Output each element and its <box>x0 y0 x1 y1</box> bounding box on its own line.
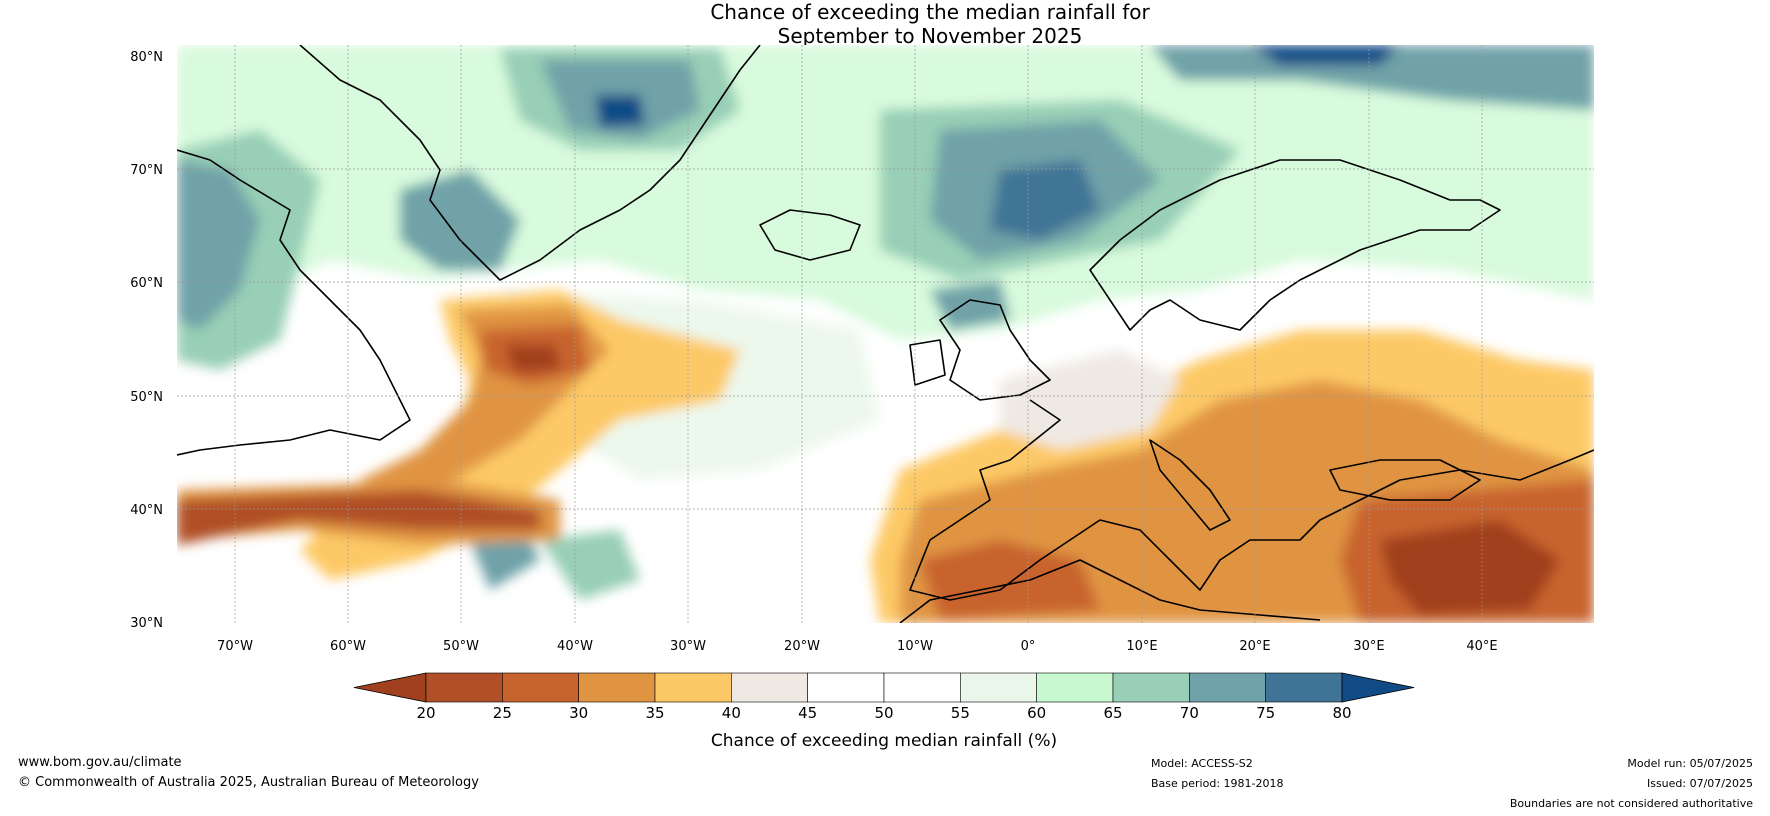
lon-label: 70°W <box>217 639 253 654</box>
colorbar-arrow-low <box>353 672 427 703</box>
europe-coast <box>909 399 1594 601</box>
colorbar-tick-label: 25 <box>493 704 512 722</box>
lon-label: 10°E <box>1126 639 1157 654</box>
colorbar-tick-label: 60 <box>1027 704 1046 722</box>
colorbar-tick-label: 40 <box>722 704 741 722</box>
colorbar-segment <box>883 672 961 703</box>
lon-label: 50°W <box>443 639 479 654</box>
colorbar-segment <box>1189 672 1266 703</box>
probability-field <box>177 45 1594 623</box>
colorbar-segment <box>425 672 503 703</box>
disclaimer-text: Boundaries are not considered authoritat… <box>1509 797 1753 810</box>
colorbar-tick-label: 80 <box>1332 704 1351 722</box>
lon-label: 20°E <box>1239 639 1270 654</box>
area-70-75-arctic <box>1150 45 1594 110</box>
lat-label: 30°N <box>130 616 163 631</box>
lon-label: 60°W <box>330 639 366 654</box>
lon-label: 0° <box>1021 639 1036 654</box>
colorbar-segment <box>1265 672 1343 703</box>
issued-text: Issued: 07/07/2025 <box>1646 777 1753 790</box>
lon-label: 10°W <box>897 639 933 654</box>
lon-label: 40°E <box>1466 639 1497 654</box>
lon-label: 20°W <box>784 639 820 654</box>
colorbar-segment <box>1036 672 1114 703</box>
africa-coast <box>899 559 1321 623</box>
black-sea-coast <box>1329 459 1481 501</box>
colorbar-tick-label: 70 <box>1180 704 1199 722</box>
lon-label: 30°W <box>670 639 706 654</box>
lat-labels: 80°N 70°N 60°N 50°N 40°N 30°N <box>130 50 163 631</box>
area-70-75-labrador <box>177 160 260 330</box>
colorbar-tick-label: 45 <box>798 704 817 722</box>
colorbar-tick-label: 20 <box>416 704 435 722</box>
colorbar-arrow-high <box>1341 672 1415 703</box>
colorbar-label: Chance of exceeding median rainfall (%) <box>711 731 1057 751</box>
area-70-75-north-sea <box>930 280 1010 330</box>
lon-label: 40°W <box>557 639 593 654</box>
model-text: Model: ACCESS-S2 <box>1151 757 1253 770</box>
colorbar-tick-label: 50 <box>874 704 893 722</box>
colorbar-segment <box>654 672 732 703</box>
lat-label: 40°N <box>130 503 163 518</box>
colorbar-segment <box>1112 672 1190 703</box>
colorbar-segment <box>960 672 1037 703</box>
colorbar-segment <box>578 672 656 703</box>
italy-coast <box>1149 439 1231 531</box>
colorbar-segment <box>502 672 579 703</box>
colorbar: 20 25 30 35 40 45 50 55 60 65 70 75 80 Chance of exce… <box>353 672 1415 751</box>
gridlines <box>177 45 1594 623</box>
rainfall-map <box>177 45 1594 623</box>
canada-coast <box>177 149 411 456</box>
area-65-70-azores <box>540 530 640 600</box>
title-line-1: Chance of exceeding the median rainfall … <box>710 0 1150 24</box>
colorbar-segment <box>807 672 885 703</box>
colorbar-tick-label: 65 <box>1103 704 1122 722</box>
colorbar-segment <box>731 672 808 703</box>
area-80-greenland-sea <box>595 95 645 128</box>
lon-labels: 70°W 60°W 50°W 40°W 30°W 20°W 10°W 0° 10… <box>217 639 1498 654</box>
area-80-arctic <box>1250 45 1400 65</box>
area-20-25-mid-atlantic <box>505 345 560 372</box>
area-70-75-east-greenland <box>400 170 520 270</box>
lat-label: 50°N <box>130 390 163 405</box>
lat-label: 80°N <box>130 50 163 65</box>
lat-label: 70°N <box>130 163 163 178</box>
colorbar-tick-label: 55 <box>951 704 970 722</box>
map-title: Chance of exceeding the median rainfall … <box>600 0 1260 48</box>
model-run-text: Model run: 05/07/2025 <box>1627 757 1753 770</box>
great-britain-coast <box>939 299 1051 401</box>
area-20-25-west-atlantic <box>177 490 540 545</box>
lon-label: 30°E <box>1353 639 1384 654</box>
base-period-text: Base period: 1981-2018 <box>1151 777 1284 790</box>
colorbar-tick-label: 30 <box>569 704 588 722</box>
copyright-text: © Commonwealth of Australia 2025, Austra… <box>18 775 479 790</box>
scandinavia-coast <box>1089 159 1501 331</box>
website-link[interactable]: www.bom.gov.au/climate <box>18 755 182 770</box>
lat-label: 60°N <box>130 276 163 291</box>
colorbar-tick-label: 75 <box>1256 704 1275 722</box>
coastlines <box>177 45 1594 623</box>
iceland-coast <box>759 209 861 261</box>
area-75-80-norwegian-sea <box>990 160 1100 240</box>
area-25-30-north-africa <box>920 540 1100 620</box>
area-20-25-middle-east <box>1380 520 1560 615</box>
colorbar-tick-label: 35 <box>645 704 664 722</box>
title-line-2: September to November 2025 <box>777 24 1083 48</box>
ireland-coast <box>909 339 946 386</box>
greenland-coast <box>299 45 761 281</box>
